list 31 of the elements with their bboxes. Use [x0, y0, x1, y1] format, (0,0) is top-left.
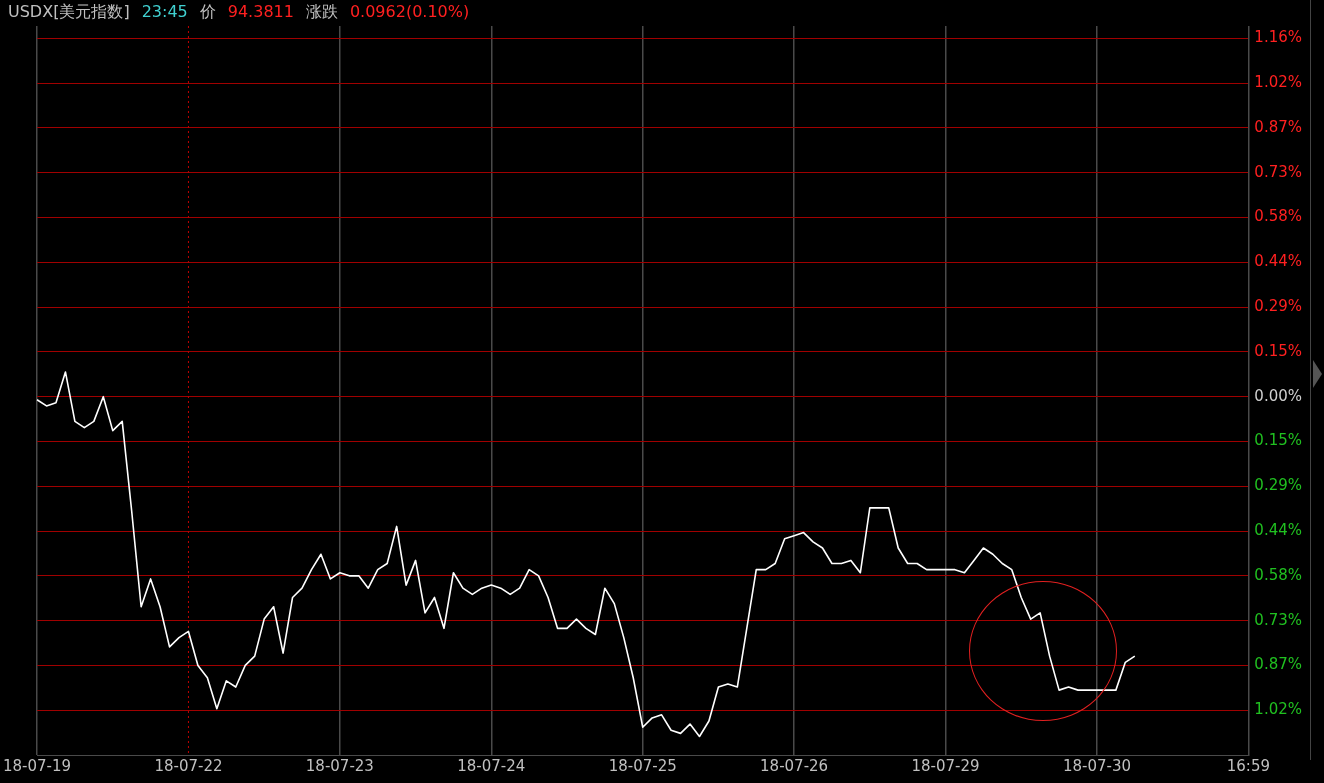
text: 94.3811: [227, 2, 294, 21]
x-tick-label: 18-07-23: [305, 756, 374, 775]
chart-title: USDX[美元指数]: [8, 2, 130, 21]
y-tick-label: 1.02%: [1254, 73, 1302, 92]
y-tick-label: 0.44%: [1254, 520, 1302, 539]
x-tick-label: 18-07-30: [1062, 756, 1131, 775]
x-tick-label: 18-07-19: [3, 756, 72, 775]
y-tick-label: 0.15%: [1254, 431, 1302, 450]
x-tick-label: 18-07-25: [608, 756, 677, 775]
text: 0.0962(0.10%): [349, 2, 470, 21]
text: 涨跌: [305, 2, 338, 21]
y-tick-label: 0.73%: [1254, 610, 1302, 629]
y-tick-label: 0.58%: [1254, 565, 1302, 584]
x-tick-label: 18-07-24: [457, 756, 526, 775]
y-tick-label: 0.58%: [1254, 207, 1302, 226]
y-tick-label: 0.73%: [1254, 162, 1302, 181]
x-tick-label: 18-07-26: [760, 756, 829, 775]
y-tick-label: 0.29%: [1254, 296, 1302, 315]
y-tick-label: 0.87%: [1254, 655, 1302, 674]
y-tick-label: 0.00%: [1254, 386, 1302, 405]
text: 价: [199, 2, 216, 21]
x-tick-label: 18-07-29: [911, 756, 980, 775]
y-tick-label: 0.29%: [1254, 476, 1302, 495]
x-tick-label: 16:59: [1226, 756, 1270, 775]
y-tick-label: 0.44%: [1254, 252, 1302, 271]
y-tick-label: 1.16%: [1254, 28, 1302, 47]
x-tick-label: 18-07-22: [154, 756, 223, 775]
y-tick-label: 1.02%: [1254, 700, 1302, 719]
chart-subtitle: 23:45: [141, 2, 188, 21]
y-tick-label: 0.87%: [1254, 117, 1302, 136]
y-tick-label: 0.15%: [1254, 341, 1302, 360]
